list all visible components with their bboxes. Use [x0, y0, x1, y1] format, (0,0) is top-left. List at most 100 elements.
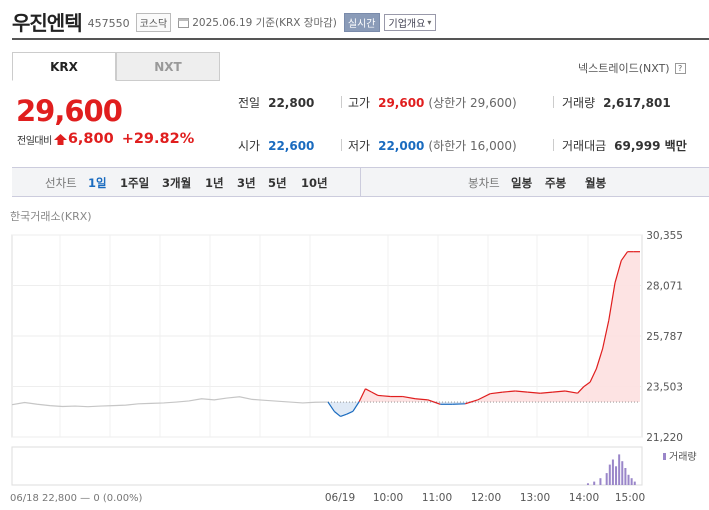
volume-bar [618, 454, 621, 485]
candle-monthly[interactable]: 월봉 [585, 176, 607, 190]
up-arrow-icon [53, 133, 67, 145]
y-tick-label: 30,355 [646, 230, 683, 242]
volume-bar [593, 481, 596, 485]
period-5y[interactable]: 5년 [268, 176, 287, 190]
period-bar: 선차트 1일 1주일 3개월 1년 3년 5년 10년 봉차트 일봉 주봉 월봉 [12, 167, 709, 197]
candle-daily[interactable]: 일봉 [511, 176, 533, 190]
price-segment [377, 394, 391, 398]
candle-weekly[interactable]: 주봉 [545, 176, 567, 190]
stat-open: 시가 22,600 [238, 137, 314, 154]
volume-value: 2,617,801 [603, 95, 671, 110]
volume-bar [624, 468, 627, 485]
open-label: 시가 [238, 139, 261, 153]
volume-bar [611, 459, 614, 485]
x-tick-label: 15:00 [615, 492, 645, 504]
line-chart-label: 선차트 [45, 176, 77, 190]
amount-value: 69,999 백만 [614, 139, 687, 153]
price-segment [352, 401, 360, 412]
price-segment [490, 391, 503, 395]
volume-bar [627, 474, 630, 485]
external-link-icon: ? [674, 62, 686, 74]
price-segment [365, 388, 372, 393]
nxt-link[interactable]: 넥스트레이드(NXT) ? [578, 60, 686, 76]
period-3m[interactable]: 3개월 [162, 176, 192, 190]
footer-prev-close: 06/18 22,800 — 0 (0.00%) [10, 493, 143, 504]
stat-prev: 전일 22,800 [238, 94, 314, 111]
volume-legend-swatch [663, 453, 666, 460]
volume-bar [621, 461, 624, 485]
stat-volume: 거래량 2,617,801 [562, 94, 671, 111]
y-tick-label: 21,220 [646, 432, 683, 444]
tab-nxt[interactable]: NXT [116, 52, 220, 81]
change-label: 전일대비 [17, 135, 52, 147]
low-value: 22,000 [378, 138, 425, 153]
price-segment [620, 251, 629, 261]
change-percent: +29.82% [121, 131, 195, 147]
period-divider [360, 168, 361, 196]
price-segment [402, 395, 416, 400]
price-segment [608, 282, 616, 321]
lower-limit: (하한가 16,000) [428, 139, 517, 153]
stat-divider [553, 96, 554, 108]
price-segment [427, 399, 441, 405]
price-segment [595, 348, 604, 370]
x-tick-label: 12:00 [471, 492, 501, 504]
volume-bar [608, 464, 611, 485]
price-segment [577, 386, 585, 394]
stat-high: 고가 29,600 (상한가 29,600) [348, 94, 517, 111]
date-label: 2025.06.19 기준(KRX 장마감) [192, 17, 337, 29]
x-tick-label: 10:00 [373, 492, 403, 504]
stat-amount: 거래대금 69,999 백만 [562, 137, 687, 154]
stock-header: 우진엔텍 457550 코스닥 2025.06.19 기준(KRX 장마감) 실… [12, 6, 437, 36]
amount-label: 거래대금 [562, 139, 607, 153]
y-tick-label: 28,071 [646, 281, 683, 293]
stat-low: 저가 22,000 (하한가 16,000) [348, 137, 517, 154]
x-tick-label: 14:00 [569, 492, 599, 504]
open-value: 22,600 [268, 138, 315, 153]
price-segment [340, 413, 347, 418]
period-1d[interactable]: 1일 [88, 176, 107, 190]
volume-bar [630, 478, 633, 485]
price-segment [346, 410, 354, 415]
price-segment [465, 399, 478, 405]
x-tick-label: 11:00 [422, 492, 452, 504]
volume-bar [605, 473, 608, 485]
company-info-dropdown[interactable]: 기업개요 ▾ [383, 14, 437, 31]
period-1y[interactable]: 1년 [205, 176, 224, 190]
y-tick-label: 23,503 [646, 382, 683, 394]
period-10y[interactable]: 10년 [301, 176, 328, 190]
price-segment [527, 391, 541, 394]
period-1w[interactable]: 1주일 [120, 176, 150, 190]
x-tick-label: 06/19 [325, 492, 355, 504]
y-tick-label: 25,787 [646, 331, 683, 343]
realtime-button[interactable]: 실시간 [343, 13, 380, 32]
price-segment [552, 390, 566, 393]
price-segment [540, 391, 553, 394]
volume-frame [11, 446, 643, 486]
chevron-down-icon: ▾ [427, 18, 432, 27]
price-segment [589, 368, 597, 383]
volume-label: 거래량 [562, 96, 596, 110]
prev-label: 전일 [238, 96, 261, 110]
candle-chart-label: 봉차트 [468, 176, 500, 190]
price-chart: 30,355 28,071 25,787 23,503 21,220 거래량 06/19 10… [10, 230, 697, 504]
exchange-tabs: KRX NXT [12, 52, 220, 81]
price-segment [415, 398, 428, 401]
nxt-link-label: 넥스트레이드(NXT) [578, 62, 670, 75]
tab-krx[interactable]: KRX [12, 52, 116, 81]
stat-divider [341, 96, 342, 108]
period-3y[interactable]: 3년 [237, 176, 256, 190]
price-segment [583, 381, 591, 388]
market-badge: 코스닥 [135, 13, 172, 32]
stat-divider [553, 139, 554, 151]
header-divider [12, 38, 709, 40]
price-segment [614, 260, 622, 283]
price-segment [565, 390, 578, 394]
volume-bar [599, 478, 602, 485]
price-segment [477, 393, 491, 401]
volume-bar [615, 466, 618, 485]
price-segment [327, 401, 335, 412]
price-change: 전일대비 6,800 +29.82% [17, 131, 194, 147]
price-segment [333, 410, 341, 417]
exchange-label: 한국거래소(KRX) [10, 210, 92, 223]
